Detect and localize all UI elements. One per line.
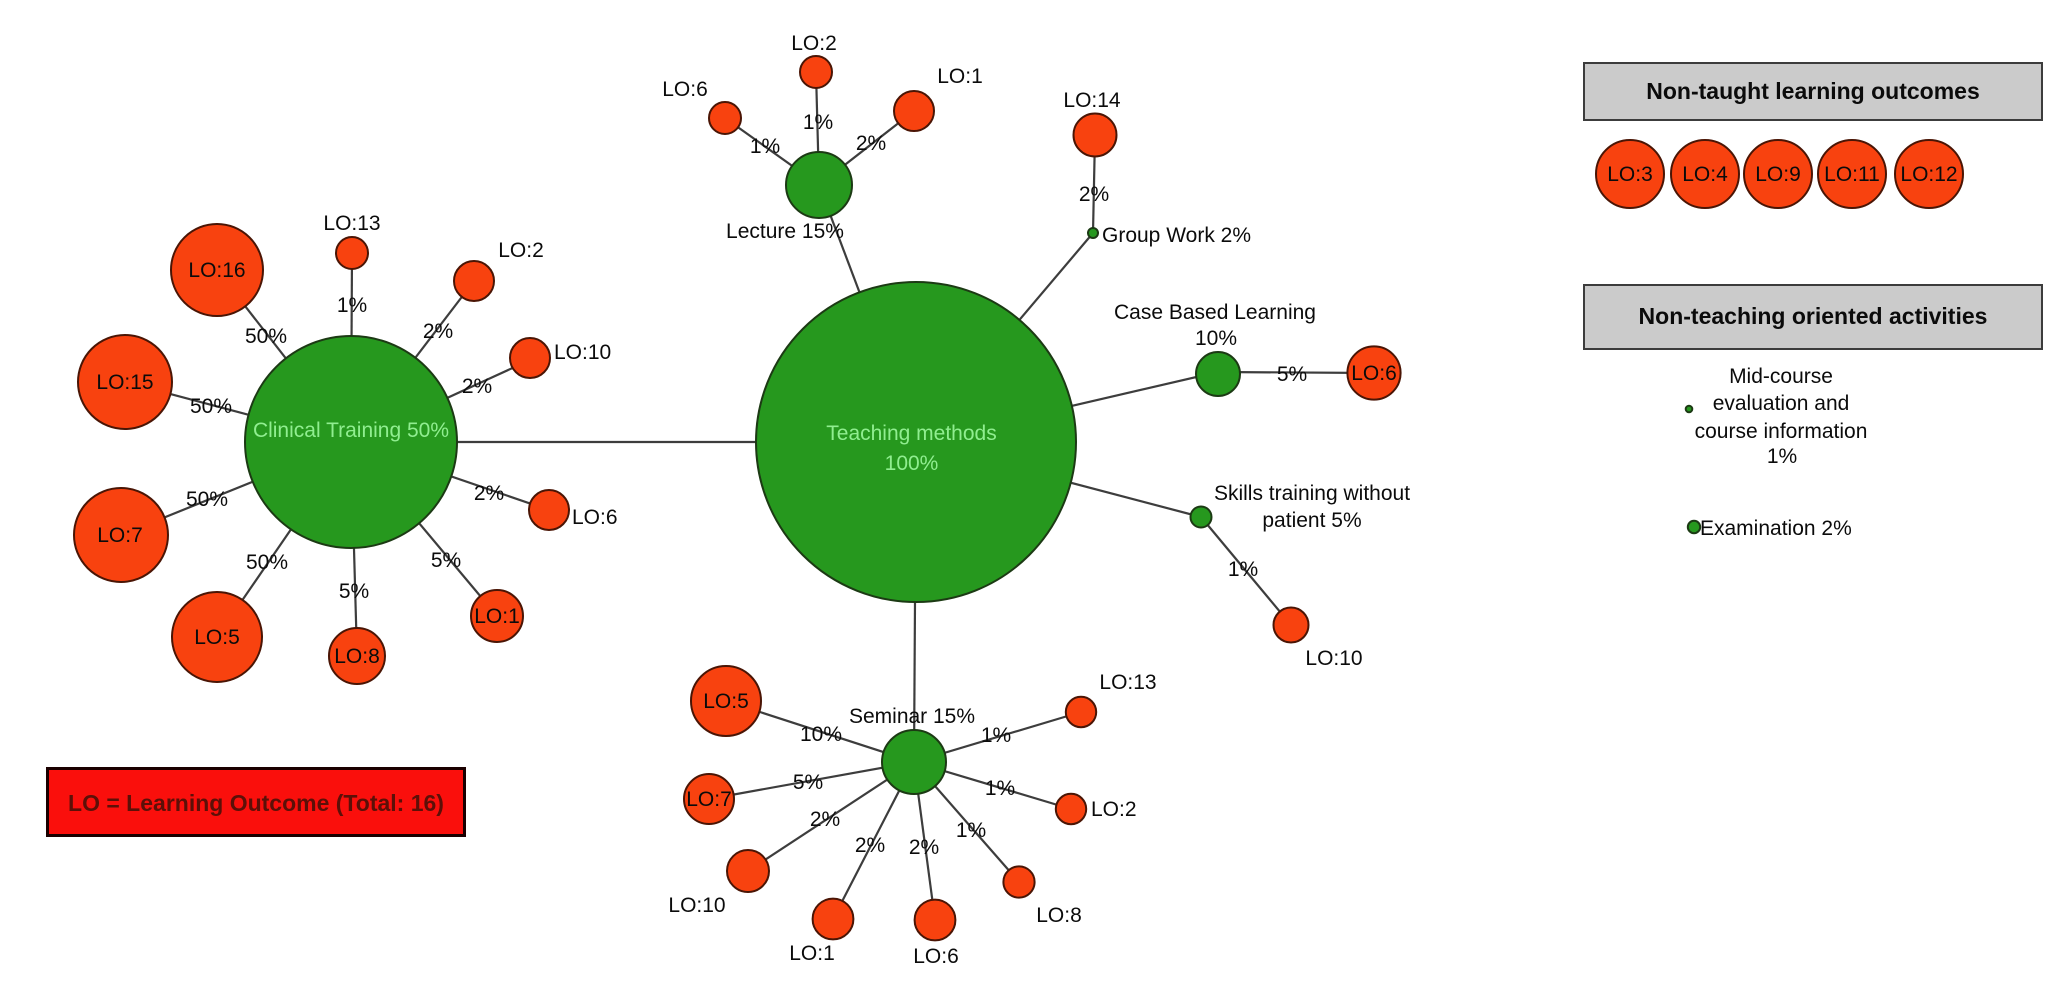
- svg-text:Mid-course: Mid-course: [1729, 365, 1833, 388]
- svg-text:patient 5%: patient 5%: [1262, 509, 1361, 532]
- svg-text:LO = Learning Outcome (Total:: LO = Learning Outcome (Total: 16): [68, 790, 444, 816]
- svg-text:LO:1: LO:1: [474, 605, 520, 628]
- svg-text:LO:11: LO:11: [1824, 163, 1880, 186]
- svg-text:LO:8: LO:8: [334, 645, 380, 668]
- svg-text:1%: 1%: [803, 111, 833, 134]
- svg-text:1%: 1%: [337, 294, 367, 317]
- svg-text:LO:2: LO:2: [1091, 798, 1137, 821]
- svg-text:Non-teaching oriented activiti: Non-teaching oriented activities: [1639, 303, 1988, 329]
- svg-text:Examination 2%: Examination 2%: [1700, 517, 1852, 540]
- svg-text:LO:14: LO:14: [1063, 89, 1121, 112]
- svg-text:LO:10: LO:10: [1305, 647, 1362, 670]
- svg-text:LO:1: LO:1: [937, 65, 983, 88]
- svg-text:LO:12: LO:12: [1900, 163, 1957, 186]
- svg-text:Teaching methods: Teaching methods: [826, 422, 996, 445]
- svg-text:LO:4: LO:4: [1682, 163, 1728, 186]
- svg-text:5%: 5%: [339, 580, 369, 603]
- svg-text:100%: 100%: [885, 452, 939, 475]
- svg-text:2%: 2%: [855, 834, 885, 857]
- svg-text:Clinical Training 50%: Clinical Training 50%: [253, 419, 449, 442]
- svg-text:LO:5: LO:5: [194, 626, 240, 649]
- svg-text:1%: 1%: [1767, 445, 1797, 468]
- svg-text:LO:15: LO:15: [96, 371, 153, 394]
- svg-text:LO:2: LO:2: [791, 32, 837, 55]
- svg-text:2%: 2%: [856, 132, 886, 155]
- svg-text:Skills training without: Skills training without: [1214, 482, 1410, 505]
- svg-text:5%: 5%: [431, 549, 461, 572]
- svg-text:LO:9: LO:9: [1755, 163, 1801, 186]
- svg-text:course information: course information: [1695, 420, 1868, 443]
- svg-text:5%: 5%: [793, 771, 823, 794]
- svg-text:LO:16: LO:16: [188, 259, 245, 282]
- svg-text:50%: 50%: [186, 488, 228, 511]
- svg-text:2%: 2%: [423, 320, 453, 343]
- svg-text:LO:13: LO:13: [1099, 671, 1156, 694]
- svg-text:LO:10: LO:10: [668, 894, 725, 917]
- svg-text:5%: 5%: [1277, 363, 1307, 386]
- svg-text:LO:6: LO:6: [572, 506, 618, 529]
- svg-text:1%: 1%: [750, 135, 780, 158]
- svg-text:50%: 50%: [245, 325, 287, 348]
- svg-text:50%: 50%: [246, 551, 288, 574]
- svg-text:Seminar 15%: Seminar 15%: [849, 705, 975, 728]
- svg-text:10%: 10%: [800, 723, 842, 746]
- svg-text:evaluation and: evaluation and: [1713, 392, 1850, 415]
- svg-text:LO:6: LO:6: [662, 78, 708, 101]
- svg-text:50%: 50%: [190, 395, 232, 418]
- svg-text:1%: 1%: [1228, 558, 1258, 581]
- svg-text:LO:8: LO:8: [1036, 904, 1082, 927]
- svg-text:LO:7: LO:7: [97, 524, 143, 547]
- svg-text:Group Work 2%: Group Work 2%: [1102, 224, 1251, 247]
- svg-text:LO:3: LO:3: [1607, 163, 1653, 186]
- svg-text:1%: 1%: [981, 724, 1011, 747]
- svg-text:LO:7: LO:7: [686, 788, 732, 811]
- svg-text:2%: 2%: [810, 808, 840, 831]
- svg-text:2%: 2%: [1079, 183, 1109, 206]
- svg-text:2%: 2%: [909, 836, 939, 859]
- svg-text:2%: 2%: [462, 375, 492, 398]
- svg-text:10%: 10%: [1195, 327, 1237, 350]
- svg-text:LO:6: LO:6: [1351, 362, 1397, 385]
- svg-text:LO:6: LO:6: [913, 945, 959, 968]
- svg-text:1%: 1%: [956, 819, 986, 842]
- svg-text:LO:1: LO:1: [789, 942, 835, 965]
- svg-text:Lecture 15%: Lecture 15%: [726, 220, 844, 243]
- svg-text:LO:2: LO:2: [498, 239, 544, 262]
- svg-text:Non-taught learning outcomes: Non-taught learning outcomes: [1646, 78, 1980, 104]
- svg-text:2%: 2%: [474, 482, 504, 505]
- svg-text:1%: 1%: [985, 777, 1015, 800]
- svg-text:LO:10: LO:10: [554, 341, 611, 364]
- svg-text:LO:13: LO:13: [323, 212, 380, 235]
- svg-text:LO:5: LO:5: [703, 690, 749, 713]
- svg-text:Case Based Learning: Case Based Learning: [1114, 301, 1316, 324]
